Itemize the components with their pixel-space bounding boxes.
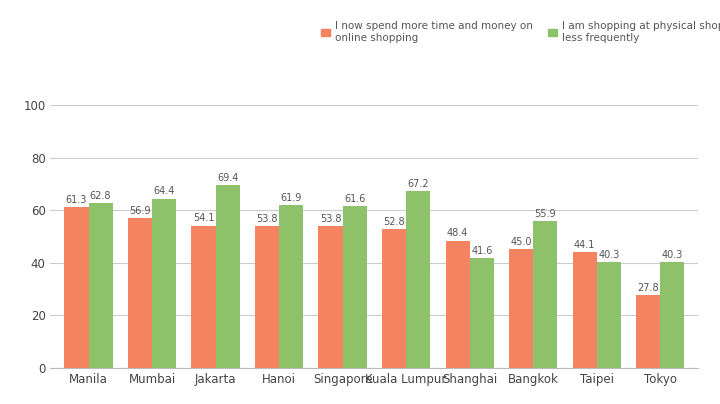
Text: 61.9: 61.9 (281, 193, 302, 203)
Bar (406, 191, 431, 368)
Bar (446, 240, 469, 368)
Bar (572, 252, 597, 368)
Text: 44.1: 44.1 (574, 240, 595, 250)
Bar (597, 262, 621, 368)
Text: 56.9: 56.9 (129, 206, 150, 216)
Text: 61.3: 61.3 (66, 195, 87, 204)
Bar (509, 249, 534, 368)
Text: 64.4: 64.4 (153, 186, 175, 196)
Text: 69.4: 69.4 (217, 173, 238, 183)
Text: 40.3: 40.3 (662, 250, 683, 260)
Bar (382, 229, 406, 368)
Bar (255, 226, 279, 368)
Bar (343, 206, 366, 368)
Text: 45.0: 45.0 (510, 238, 532, 247)
Text: 40.3: 40.3 (598, 250, 619, 260)
Bar (89, 203, 112, 368)
Text: 48.4: 48.4 (447, 228, 468, 238)
Text: 27.8: 27.8 (637, 282, 659, 292)
Bar (636, 295, 660, 368)
Text: 61.6: 61.6 (344, 194, 365, 204)
Bar (152, 198, 176, 368)
Bar (279, 205, 303, 368)
Text: 55.9: 55.9 (534, 209, 556, 219)
Bar (660, 262, 685, 368)
Text: 62.8: 62.8 (90, 191, 112, 201)
Bar (469, 259, 494, 368)
Bar (318, 226, 343, 368)
Legend: I now spend more time and money on
online shopping, I am shopping at physical sh: I now spend more time and money on onlin… (318, 17, 720, 47)
Bar (192, 225, 215, 368)
Text: 53.8: 53.8 (256, 214, 278, 224)
Bar (128, 218, 152, 368)
Bar (215, 185, 240, 368)
Text: 67.2: 67.2 (408, 179, 429, 189)
Text: 53.8: 53.8 (320, 214, 341, 224)
Text: 52.8: 52.8 (383, 217, 405, 227)
Bar (64, 207, 89, 368)
Bar (534, 221, 557, 368)
Text: 41.6: 41.6 (471, 246, 492, 256)
Text: 54.1: 54.1 (193, 213, 215, 223)
